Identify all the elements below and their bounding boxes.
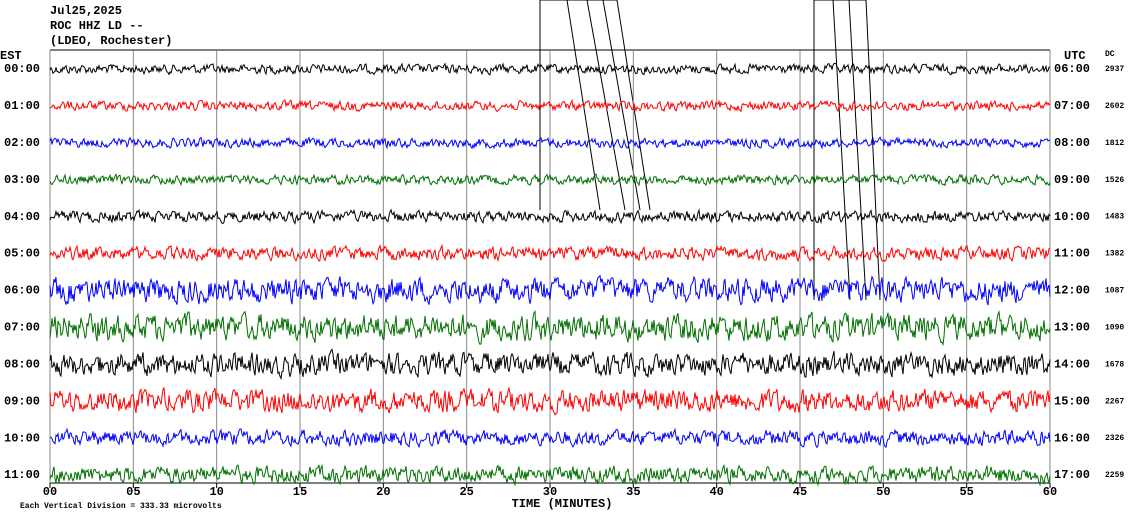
trace <box>49 463 1051 487</box>
dc-label: 1087 <box>1105 287 1124 296</box>
x-tick-label: 10 <box>209 485 223 499</box>
trace <box>49 348 1051 380</box>
trace <box>49 62 1050 76</box>
dc-label: 2602 <box>1105 102 1124 111</box>
utc-label: 09:00 <box>1054 173 1090 187</box>
trace <box>49 243 1051 263</box>
dc-label: 2326 <box>1105 434 1124 443</box>
utc-label: 08:00 <box>1054 136 1090 150</box>
trace <box>49 98 1051 113</box>
est-label: 09:00 <box>4 394 40 408</box>
trace <box>49 310 1051 347</box>
dc-label: 1678 <box>1105 360 1124 369</box>
est-label: 00:00 <box>4 62 40 76</box>
utc-label: 13:00 <box>1054 321 1090 335</box>
x-tick-label: 00 <box>43 485 57 499</box>
dc-label: 1526 <box>1105 176 1124 185</box>
dc-label: 2259 <box>1105 471 1124 480</box>
est-label: 02:00 <box>4 136 40 150</box>
est-label: 01:00 <box>4 99 40 113</box>
est-label: 08:00 <box>4 357 40 371</box>
trace <box>49 136 1051 150</box>
station: ROC HHZ LD -- <box>50 19 144 33</box>
x-tick-label: 30 <box>543 485 557 499</box>
x-tick-label: 20 <box>376 485 390 499</box>
x-tick-label: 50 <box>876 485 890 499</box>
utc-label: 17:00 <box>1054 468 1090 482</box>
trace <box>49 427 1051 449</box>
utc-label: 11:00 <box>1054 247 1090 261</box>
left-axis-title: EST <box>0 49 22 63</box>
x-tick-label: 60 <box>1043 485 1057 499</box>
dc-label: 1382 <box>1105 250 1124 259</box>
dc-label: 1812 <box>1105 139 1124 148</box>
right-axis-title: UTC <box>1064 49 1086 63</box>
est-label: 11:00 <box>4 468 40 482</box>
network: (LDEO, Rochester) <box>50 34 172 48</box>
x-tick-label: 05 <box>126 485 140 499</box>
trace <box>49 172 1051 187</box>
est-label: 10:00 <box>4 431 40 445</box>
dc-label: 2267 <box>1105 397 1124 406</box>
est-label: 04:00 <box>4 210 40 224</box>
x-tick-label: 25 <box>459 485 473 499</box>
utc-label: 07:00 <box>1054 99 1090 113</box>
est-label: 05:00 <box>4 247 40 261</box>
trace <box>49 274 1051 306</box>
est-label: 06:00 <box>4 284 40 298</box>
utc-label: 16:00 <box>1054 431 1090 445</box>
utc-label: 15:00 <box>1054 394 1090 408</box>
utc-label: 12:00 <box>1054 284 1090 298</box>
dc-label: 1090 <box>1105 323 1124 332</box>
dc-label: 2937 <box>1105 65 1124 74</box>
utc-label: 10:00 <box>1054 210 1090 224</box>
x-axis-title: TIME (MINUTES) <box>512 497 613 511</box>
x-tick-label: 45 <box>793 485 807 499</box>
footer: Each Vertical Division = 333.33 microvol… <box>20 502 222 511</box>
x-tick-label: 40 <box>709 485 723 499</box>
dc-label: 1483 <box>1105 213 1124 222</box>
dc-title: DC <box>1105 50 1115 59</box>
x-tick-label: 55 <box>959 485 973 499</box>
utc-label: 06:00 <box>1054 62 1090 76</box>
date: Jul25,2025 <box>50 4 122 18</box>
est-label: 07:00 <box>4 321 40 335</box>
x-tick-label: 35 <box>626 485 640 499</box>
est-label: 03:00 <box>4 173 40 187</box>
x-tick-label: 15 <box>293 485 307 499</box>
trace <box>49 386 1051 416</box>
trace <box>49 208 1051 225</box>
utc-label: 14:00 <box>1054 357 1090 371</box>
